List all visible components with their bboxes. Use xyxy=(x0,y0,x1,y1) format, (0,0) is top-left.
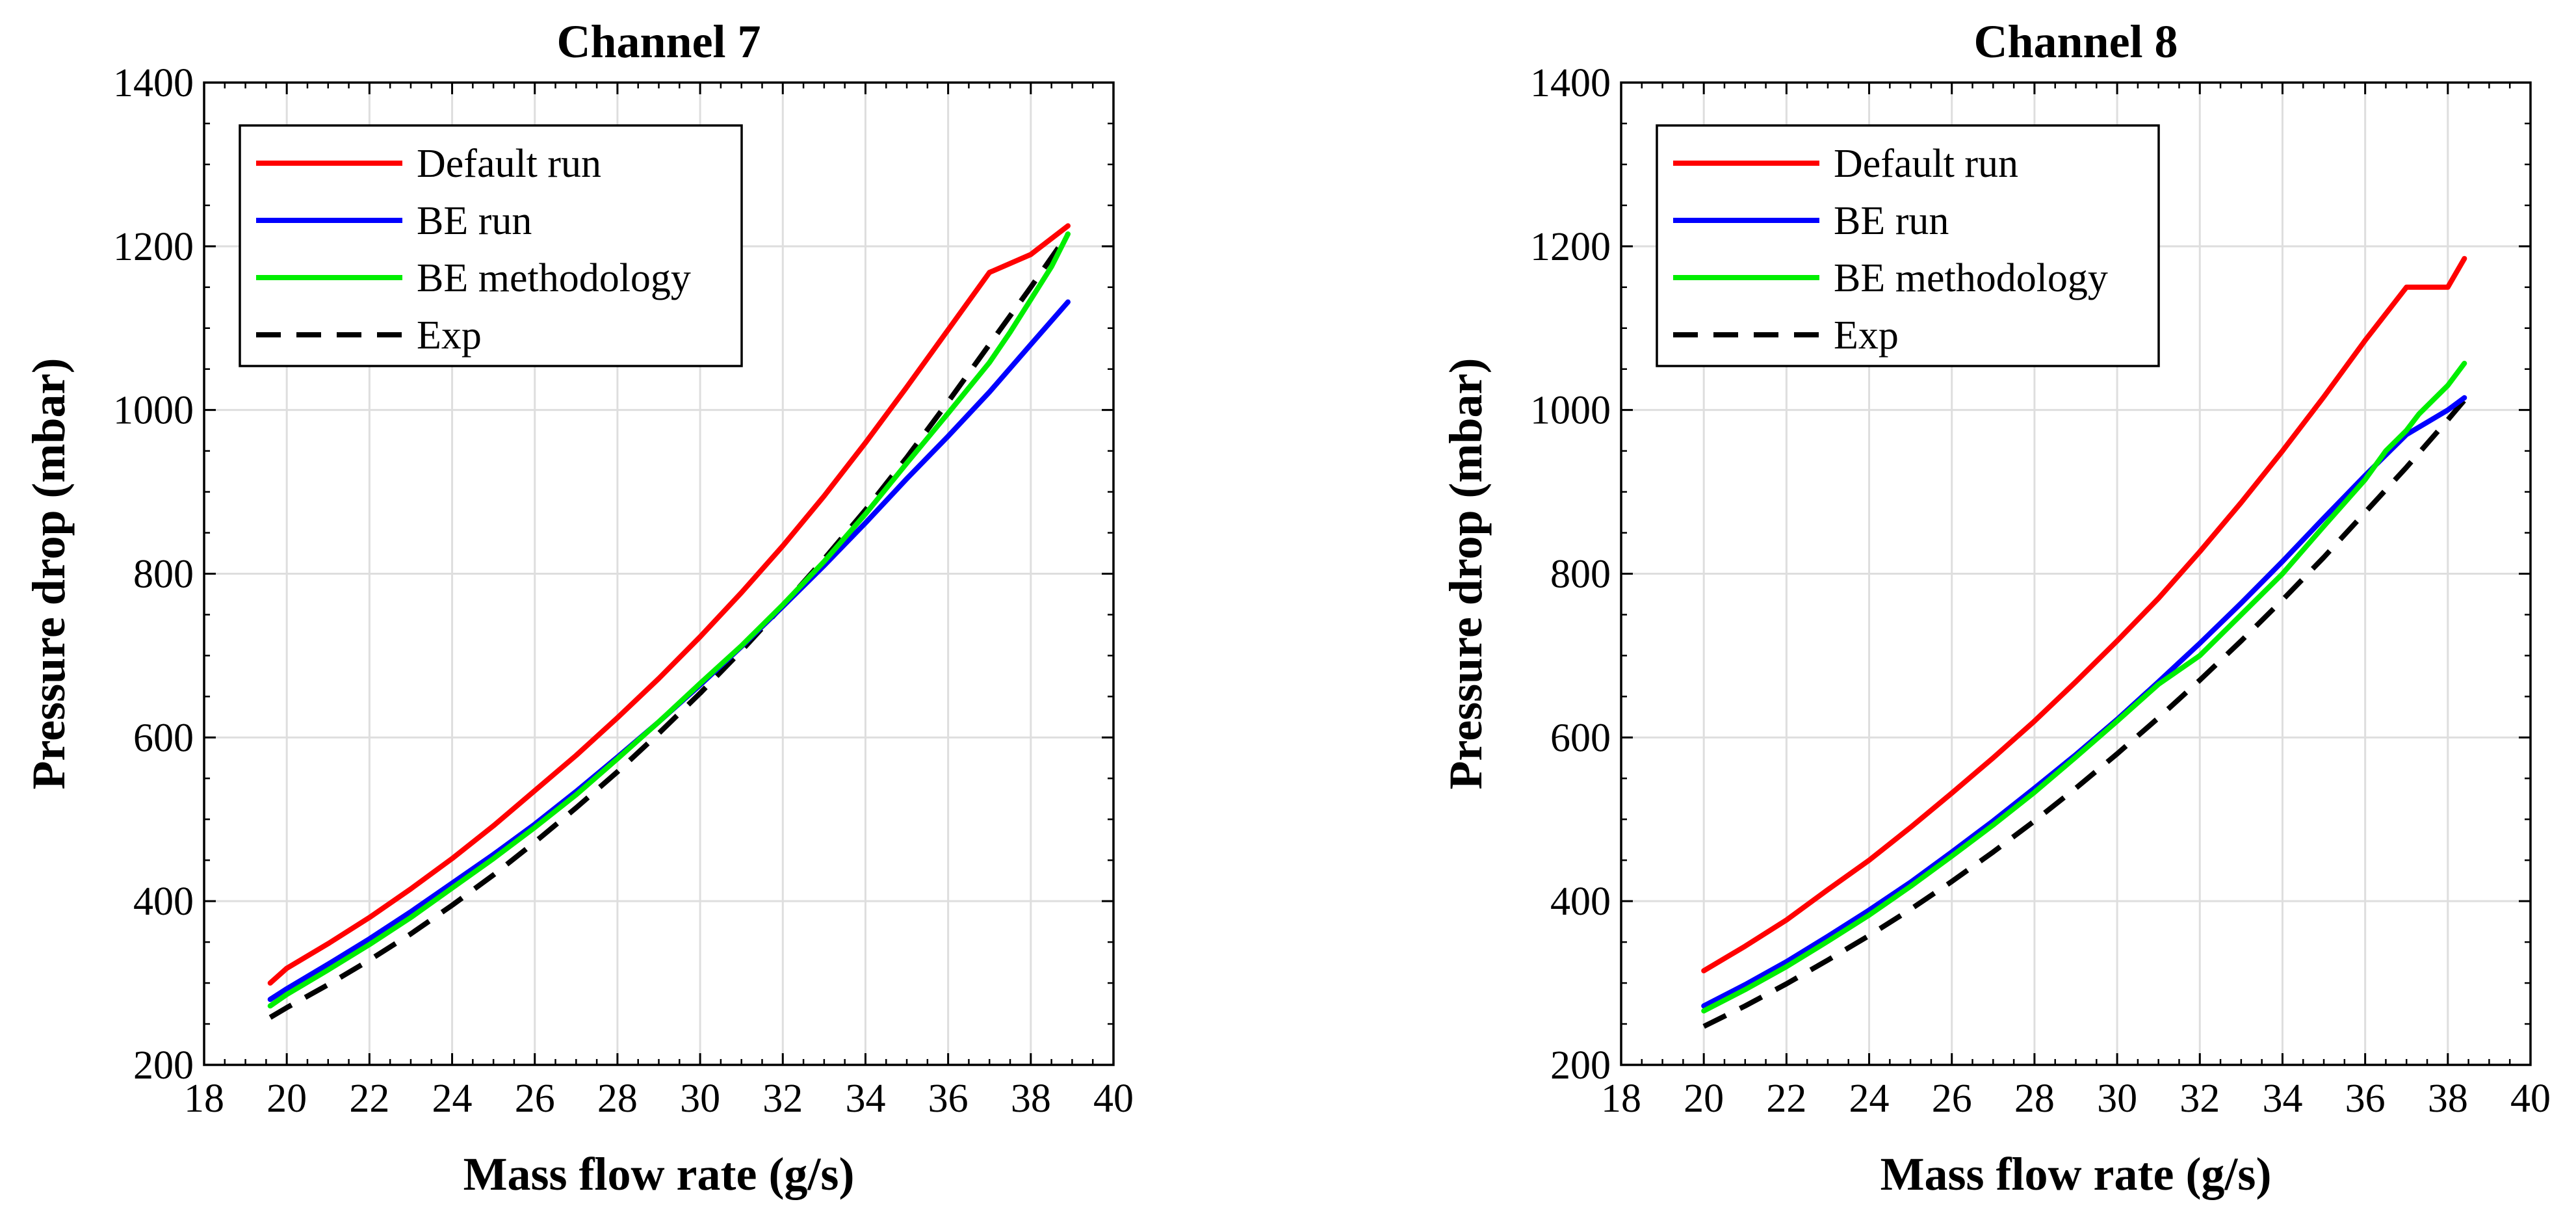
y-tick-label: 200 xyxy=(133,1043,194,1088)
x-tick-label: 26 xyxy=(1932,1077,1972,1121)
x-tick-label: 24 xyxy=(432,1077,473,1121)
x-tick-label: 38 xyxy=(2428,1077,2468,1121)
y-tick-label: 1200 xyxy=(1530,225,1611,269)
x-tick-label: 20 xyxy=(1684,1077,1724,1121)
y-tick-label: 400 xyxy=(1550,880,1611,924)
y-tick-label: 200 xyxy=(1550,1043,1611,1088)
legend-label: Exp xyxy=(1834,313,1899,358)
chart-title: Channel 7 xyxy=(556,16,761,68)
legend: Default run BE run BE methodology Exp xyxy=(239,124,743,367)
series-line-default-run xyxy=(267,223,1071,986)
y-tick-label: 1400 xyxy=(113,61,194,105)
x-tick-label: 30 xyxy=(2097,1077,2137,1121)
series-line-be-methodology xyxy=(1701,360,2467,1014)
legend-label: Default run xyxy=(417,142,601,186)
x-axis: 18 20 22 24 26 28 30 32 34 36 38 40 xyxy=(1601,83,2551,1121)
legend-label: BE run xyxy=(417,199,532,243)
legend-label: BE run xyxy=(1834,199,1949,243)
y-tick-label: 800 xyxy=(133,553,194,597)
series-line-default-run xyxy=(1701,255,2467,974)
x-tick-label: 26 xyxy=(515,1077,555,1121)
x-tick-label: 34 xyxy=(845,1077,885,1121)
x-tick-label: 30 xyxy=(680,1077,720,1121)
x-tick-label: 28 xyxy=(2014,1077,2055,1121)
x-tick-label: 36 xyxy=(928,1077,969,1121)
chart-title: Channel 8 xyxy=(1973,16,2178,68)
y-tick-label: 600 xyxy=(133,716,194,760)
y-tick-label: 400 xyxy=(133,880,194,924)
x-tick-label: 32 xyxy=(762,1077,803,1121)
legend-label: Exp xyxy=(417,313,482,358)
x-tick-label: 22 xyxy=(1766,1077,1806,1121)
x-axis-label: Mass flow rate (g/s) xyxy=(1880,1148,2272,1200)
chart-2: 18 20 22 24 26 28 30 32 34 36 38 40 200 400 600 800 1000… xyxy=(1440,16,2551,1200)
series-group xyxy=(267,223,1071,1020)
x-tick-label: 20 xyxy=(267,1077,307,1121)
series-group xyxy=(1701,255,2467,1029)
legend: Default run BE run BE methodology Exp xyxy=(1656,124,2160,367)
x-tick-label: 32 xyxy=(2179,1077,2220,1121)
y-axis: 200 400 600 800 1000 1200 1400 xyxy=(113,61,1113,1088)
legend-box xyxy=(1656,124,2160,367)
x-tick-label: 38 xyxy=(1011,1077,1051,1121)
x-axis: 18 20 22 24 26 28 30 32 34 36 38 40 xyxy=(184,83,1134,1121)
axes-box xyxy=(203,81,1115,1066)
axes-box xyxy=(1620,81,2532,1066)
y-tick-label: 1000 xyxy=(1530,389,1611,433)
y-axis-label: Pressure drop (mbar) xyxy=(23,358,75,790)
x-tick-label: 18 xyxy=(184,1077,224,1121)
x-axis-label: Mass flow rate (g/s) xyxy=(463,1148,855,1200)
x-tick-label: 36 xyxy=(2345,1077,2386,1121)
series-line-exp xyxy=(268,232,1071,1020)
x-tick-label: 28 xyxy=(597,1077,638,1121)
x-tick-label: 24 xyxy=(1849,1077,1890,1121)
y-tick-label: 800 xyxy=(1550,553,1611,597)
chart-1: 18 20 22 24 26 28 30 32 34 36 38 40 200 400 600 800 1000… xyxy=(23,16,1134,1200)
y-tick-label: 1400 xyxy=(1530,61,1611,105)
legend-label: BE methodology xyxy=(417,256,691,300)
series-line-be-methodology xyxy=(267,231,1071,1009)
x-tick-label: 40 xyxy=(2510,1077,2551,1121)
y-axis-label: Pressure drop (mbar) xyxy=(1440,358,1492,790)
y-tick-label: 1200 xyxy=(113,225,194,269)
legend-label: BE methodology xyxy=(1834,256,2108,300)
y-tick-label: 1000 xyxy=(113,389,194,433)
x-tick-label: 34 xyxy=(2262,1077,2302,1121)
x-tick-label: 22 xyxy=(349,1077,389,1121)
x-tick-label: 18 xyxy=(1601,1077,1641,1121)
legend-label: Default run xyxy=(1834,142,2018,186)
y-axis: 200 400 600 800 1000 1200 1400 xyxy=(1530,61,2530,1088)
y-tick-label: 600 xyxy=(1550,716,1611,760)
x-tick-label: 40 xyxy=(1093,1077,1134,1121)
